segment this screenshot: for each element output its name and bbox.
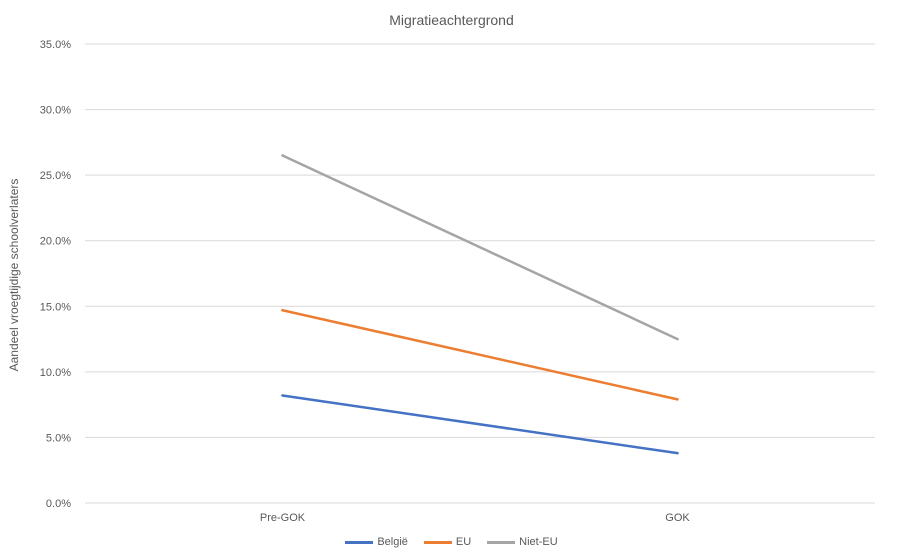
y-tick-label: 35.0% <box>40 39 71 51</box>
y-tick-label: 25.0% <box>40 170 71 182</box>
x-tick-label: Pre-GOK <box>260 512 306 524</box>
data-point <box>676 451 679 455</box>
data-point <box>676 398 679 401</box>
legend-label: EU <box>455 536 472 548</box>
legend-item: EU <box>423 536 472 548</box>
legend-item: Niet-EU <box>487 536 558 548</box>
data-point <box>281 154 284 157</box>
x-tick-label: GOK <box>665 512 690 524</box>
legend-swatch <box>423 540 452 544</box>
y-tick-label: 10.0% <box>40 367 71 379</box>
y-tick-label: 15.0% <box>40 301 71 313</box>
series-line-1 <box>281 308 679 401</box>
legend-swatch <box>345 540 374 544</box>
chart-title: Migratieachtergrond <box>389 12 514 28</box>
data-point <box>281 394 284 397</box>
y-tick-label: 30.0% <box>40 105 71 117</box>
legend-label: Niet-EU <box>519 536 558 548</box>
y-tick-label: 5.0% <box>46 432 71 444</box>
data-point <box>281 309 284 312</box>
y-tick-label: 20.0% <box>40 236 71 248</box>
series-line-2 <box>281 154 679 341</box>
legend: België EU Niet-EU <box>0 536 903 548</box>
legend-item: België <box>345 536 408 548</box>
y-tick-label: 0.0% <box>46 498 71 510</box>
legend-swatch <box>487 540 516 544</box>
legend-label: België <box>377 536 408 548</box>
series-line-0 <box>281 394 679 455</box>
data-point <box>676 337 679 341</box>
